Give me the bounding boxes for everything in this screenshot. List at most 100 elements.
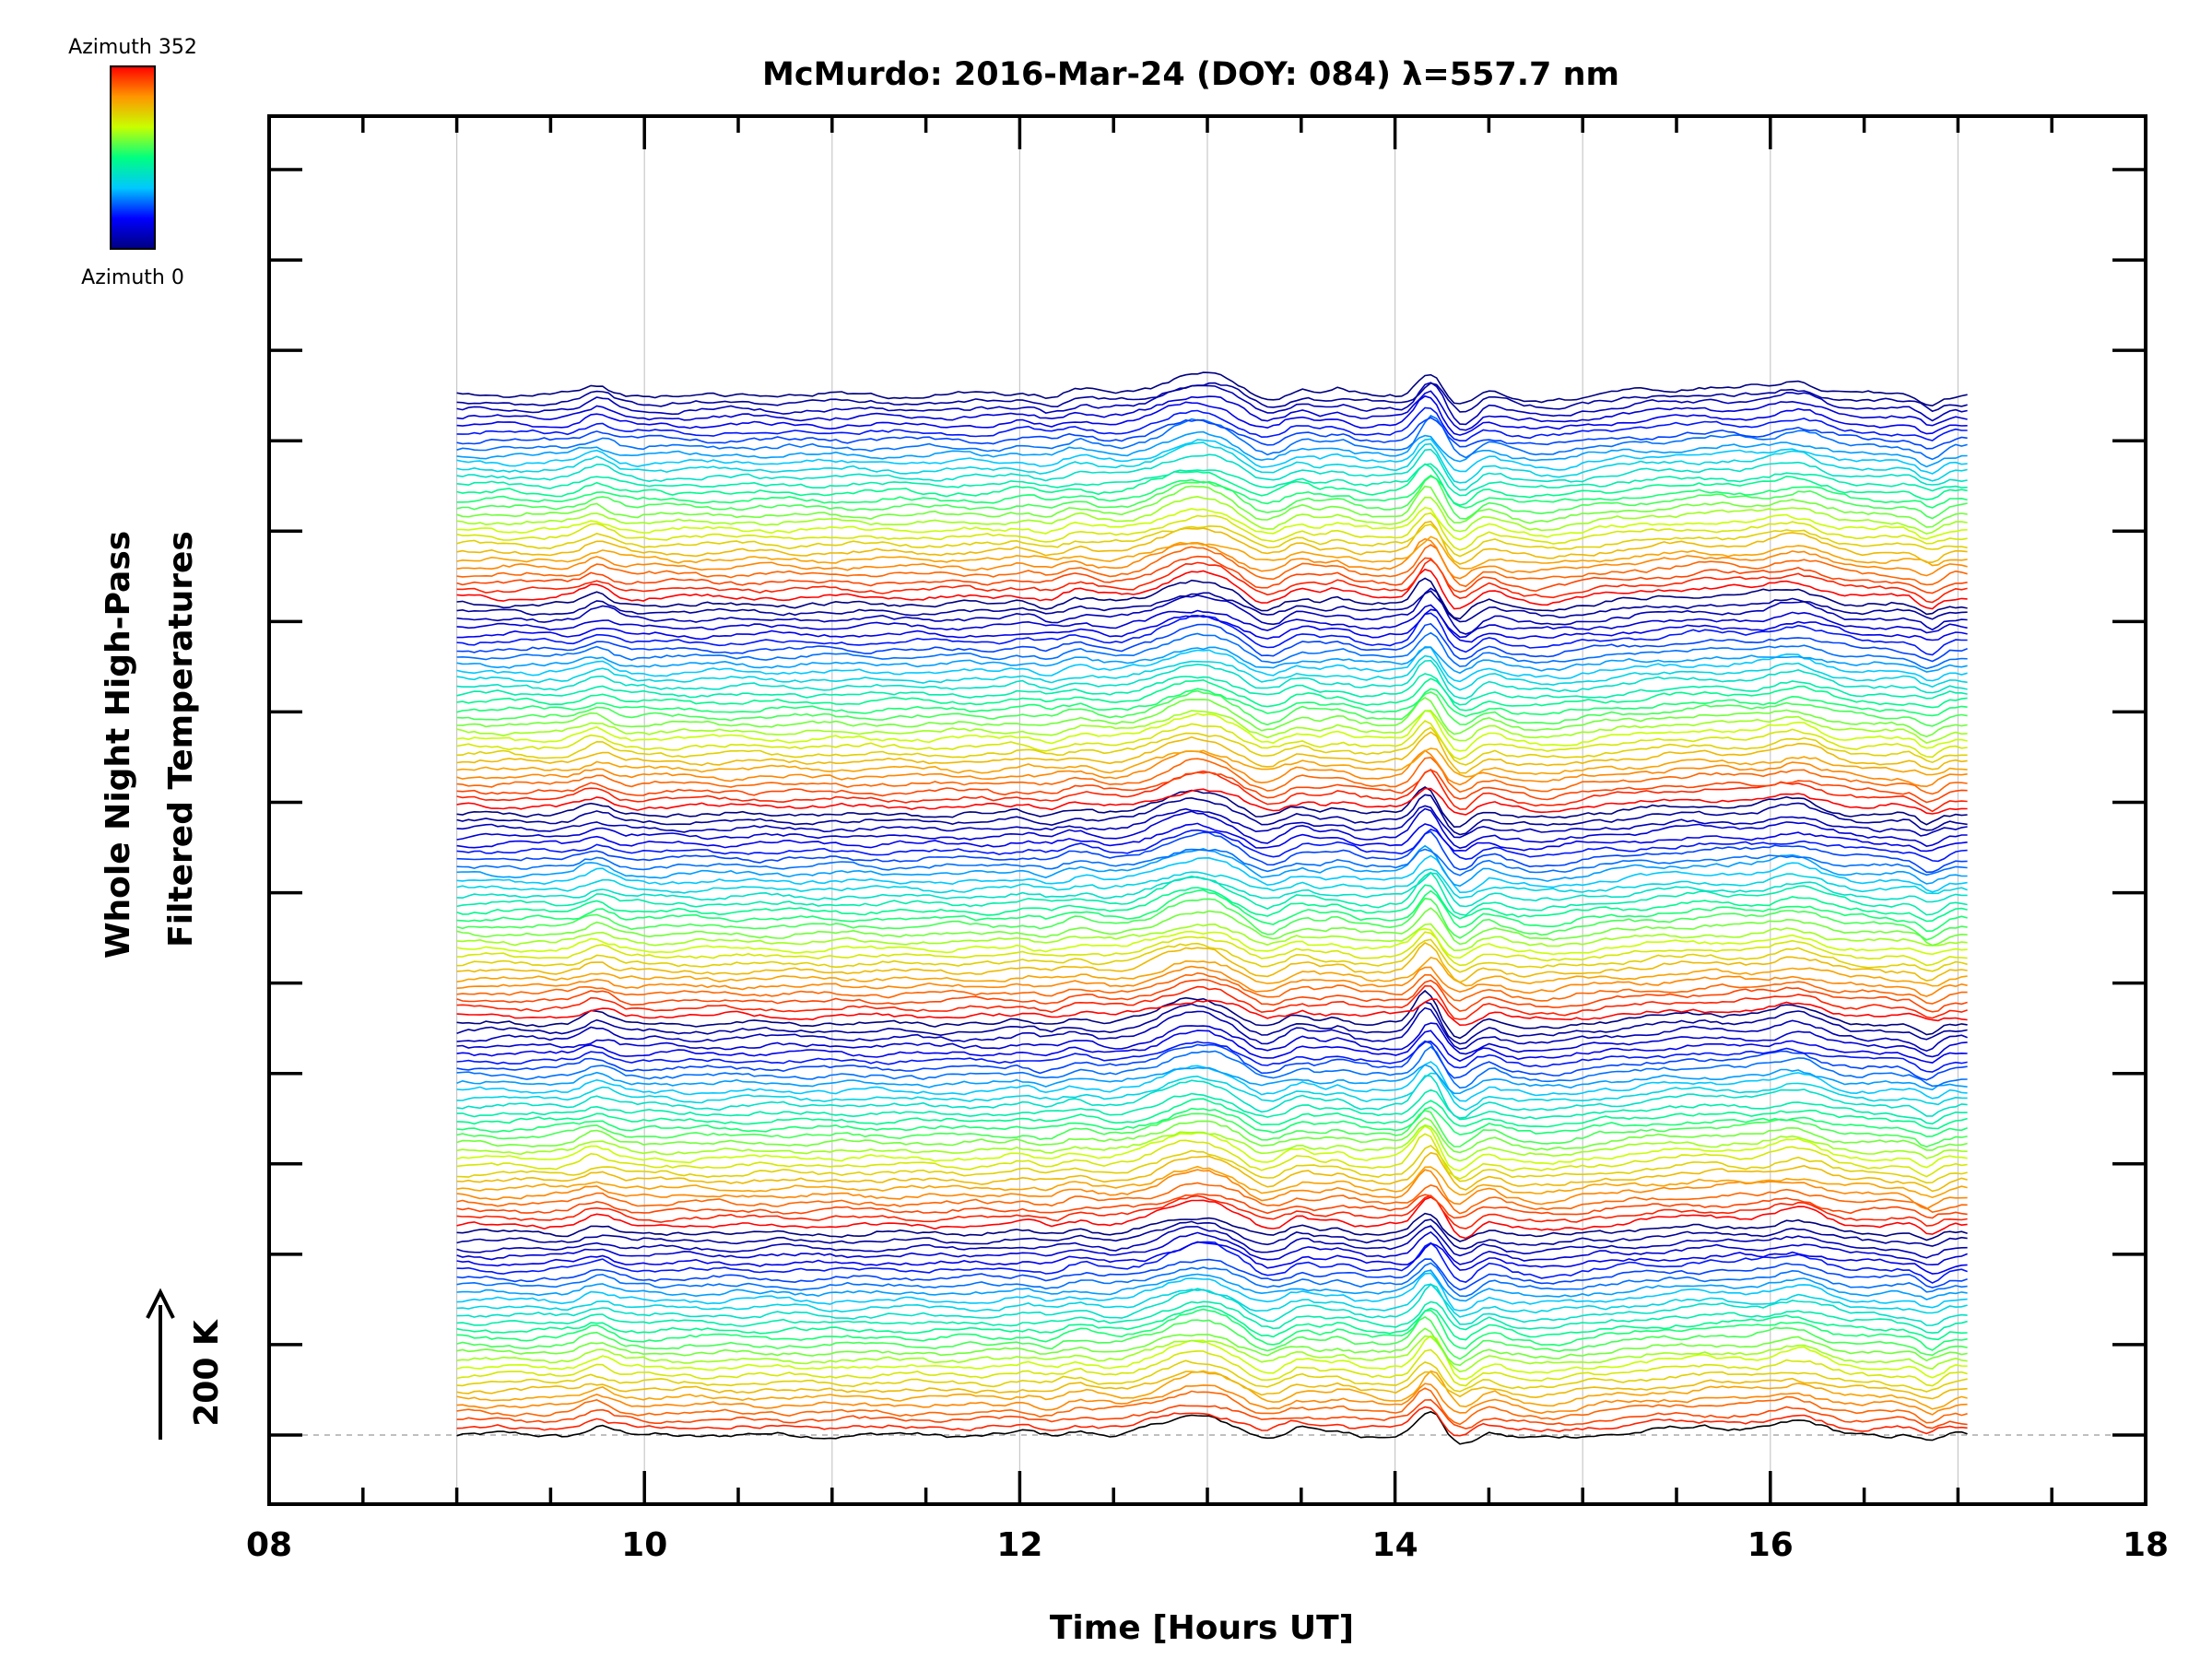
- series-line: [456, 1196, 1968, 1240]
- series-line: [456, 568, 1968, 610]
- series-line: [456, 430, 1968, 468]
- series-line: [456, 854, 1968, 894]
- series-line: [456, 978, 1968, 1013]
- series-line: [456, 1305, 1968, 1341]
- series-line: [456, 623, 1968, 663]
- colorbar: Azimuth 352 Azimuth 0: [68, 36, 197, 289]
- series-line: [456, 371, 1968, 407]
- series-line: [456, 942, 1968, 983]
- series-line: [456, 1335, 1968, 1373]
- series-line: [456, 844, 1968, 888]
- series-line: [456, 747, 1968, 778]
- series-line: [456, 1241, 1968, 1284]
- series-line: [456, 1283, 1968, 1326]
- series-line: [456, 394, 1968, 436]
- series-line: [456, 1145, 1968, 1184]
- series-line: [456, 1041, 1968, 1073]
- series-line: [456, 1022, 1968, 1058]
- x-tick-label: 10: [621, 1526, 667, 1564]
- grid: [269, 116, 2146, 1504]
- series-line: [456, 475, 1968, 520]
- series-line: [456, 710, 1968, 744]
- x-tick-label: 18: [2123, 1526, 2169, 1564]
- x-tick-labels: 08 10 12 14 16 18: [246, 1526, 2169, 1564]
- series-line: [456, 726, 1968, 766]
- x-tick-label: 08: [246, 1526, 292, 1564]
- series-line: [456, 848, 1968, 877]
- series-line: [456, 1194, 1968, 1230]
- chart-title: McMurdo: 2016-Mar-24 (DOY: 084) λ=557.7 …: [762, 56, 1619, 93]
- colorbar-gradient: [110, 65, 156, 250]
- series-line: [456, 677, 1968, 712]
- series-line: [456, 1327, 1968, 1367]
- scale-bar-label: 200 K: [188, 1319, 226, 1427]
- series-line: [456, 1045, 1968, 1089]
- series-line: [456, 927, 1968, 959]
- series-line: [456, 971, 1968, 1005]
- series-line: [456, 520, 1968, 565]
- series-line: [456, 807, 1968, 850]
- x-tick-label: 16: [1747, 1526, 1794, 1564]
- series-line: [456, 438, 1968, 475]
- series-line: [456, 382, 1968, 426]
- series-line: [456, 938, 1968, 973]
- series-line: [456, 544, 1968, 588]
- series-line: [456, 957, 1968, 987]
- y-axis-label: Whole Night High-Pass Filtered Temperatu…: [100, 531, 200, 959]
- series-line: [456, 406, 1968, 442]
- x-axis-label: Time [Hours UT]: [1050, 1609, 1354, 1647]
- series-line: [456, 1308, 1968, 1351]
- series-line: [456, 984, 1968, 1020]
- series-line: [456, 659, 1968, 700]
- series-line: [456, 495, 1968, 535]
- series-line: [456, 1398, 1968, 1430]
- series-line: [456, 868, 1968, 900]
- series-line: [456, 720, 1968, 760]
- series-line: [456, 1098, 1968, 1130]
- series-line: [456, 1072, 1968, 1112]
- series-line: [456, 689, 1968, 727]
- series-line: [456, 1212, 1968, 1242]
- series-line: [456, 872, 1968, 908]
- series-line: [456, 1006, 1968, 1053]
- series-line: [456, 805, 1968, 839]
- series-line: [456, 587, 1968, 635]
- series-line: [456, 590, 1968, 623]
- series-line: [456, 1241, 1968, 1275]
- series-line: [456, 390, 1968, 431]
- series-line: [456, 696, 1968, 737]
- series-line: [456, 417, 1968, 450]
- series-line: [456, 1269, 1968, 1302]
- y-axis-label-line-2: Filtered Temperatures: [162, 531, 200, 947]
- series-line: [456, 612, 1968, 656]
- series-line: [456, 757, 1968, 795]
- series-line: [456, 923, 1968, 952]
- series-line: [456, 907, 1968, 947]
- series-line: [456, 1061, 1968, 1102]
- series-line: [456, 448, 1968, 491]
- series-line: [456, 1064, 1968, 1095]
- series-line: [456, 1117, 1968, 1154]
- series-line: [456, 474, 1968, 509]
- series-line: [456, 1272, 1968, 1312]
- series-line: [456, 608, 1968, 643]
- series-line: [456, 749, 1968, 788]
- series-line: [456, 673, 1968, 706]
- series-line: [456, 1151, 1968, 1193]
- series-line: [456, 897, 1968, 941]
- series-line: [456, 1315, 1968, 1360]
- series-line: [456, 1406, 1968, 1437]
- series-line: [456, 1300, 1968, 1335]
- series-line: [456, 1193, 1968, 1219]
- series-traces: [456, 371, 1968, 1445]
- series-line: [456, 1133, 1968, 1180]
- series-line: [456, 1165, 1968, 1199]
- series-line: [456, 654, 1968, 691]
- scale-arrow-head: [146, 1288, 175, 1319]
- series-line: [456, 688, 1968, 718]
- axes-frame: [267, 114, 2147, 1506]
- series-line: [456, 1370, 1968, 1400]
- series-line: [456, 965, 1968, 997]
- series-line: [456, 1106, 1968, 1137]
